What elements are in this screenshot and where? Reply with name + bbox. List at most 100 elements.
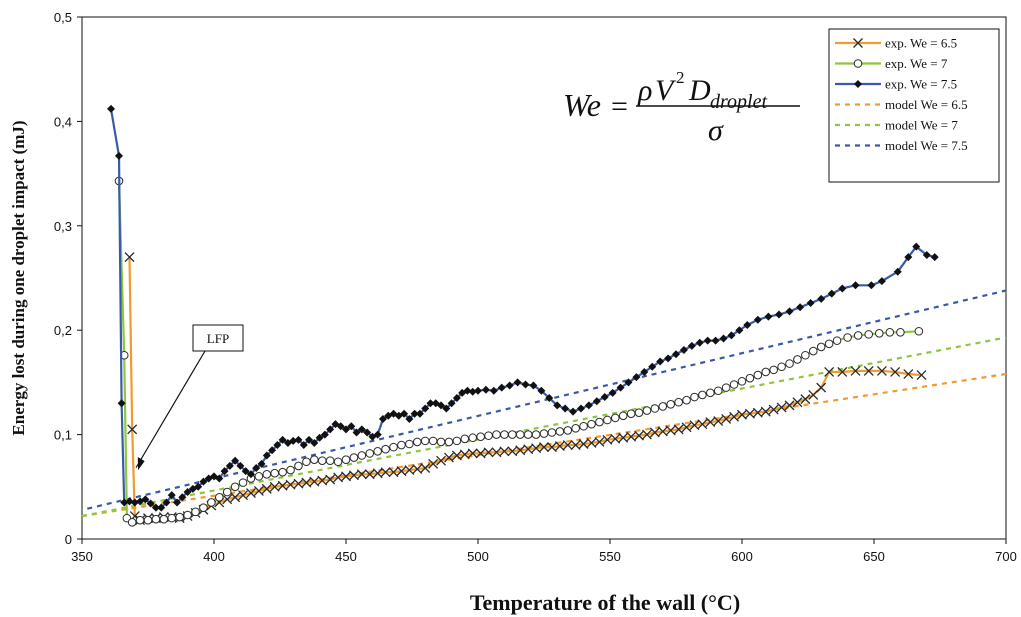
data-point bbox=[774, 310, 783, 319]
data-point bbox=[225, 461, 234, 470]
formula-rho: ρ bbox=[637, 74, 652, 107]
data-point bbox=[220, 467, 229, 476]
data-point bbox=[703, 336, 712, 345]
series-line-0 bbox=[128, 257, 922, 522]
data-point bbox=[278, 435, 287, 444]
data-point bbox=[529, 381, 538, 390]
data-point bbox=[595, 417, 604, 427]
data-point bbox=[246, 470, 255, 479]
data-point bbox=[241, 467, 250, 476]
data-point bbox=[412, 437, 422, 447]
data-point bbox=[178, 493, 187, 502]
lfp-arrow-head bbox=[137, 456, 145, 471]
data-point bbox=[592, 397, 601, 406]
data-point bbox=[341, 455, 351, 464]
data-point bbox=[467, 448, 478, 459]
data-point bbox=[378, 414, 387, 423]
data-point bbox=[576, 404, 585, 413]
data-point bbox=[893, 267, 902, 276]
data-point bbox=[420, 436, 430, 446]
data-point bbox=[876, 365, 887, 376]
data-point bbox=[325, 456, 335, 466]
data-point bbox=[930, 253, 939, 262]
data-point bbox=[294, 461, 303, 471]
data-point bbox=[682, 395, 691, 405]
data-point bbox=[626, 409, 636, 419]
data-point bbox=[634, 408, 644, 417]
data-point bbox=[616, 383, 625, 392]
data-point bbox=[640, 367, 649, 376]
data-point bbox=[885, 327, 895, 337]
data-point bbox=[737, 377, 747, 386]
data-point bbox=[713, 416, 724, 426]
data-point bbox=[777, 362, 786, 372]
data-point bbox=[768, 404, 779, 415]
data-point bbox=[808, 346, 818, 356]
x-tick-label: 350 bbox=[71, 549, 93, 564]
data-point bbox=[806, 299, 815, 308]
data-point bbox=[442, 404, 451, 413]
formula-lhs: We bbox=[563, 87, 601, 123]
data-point bbox=[896, 327, 905, 337]
data-point bbox=[838, 284, 847, 293]
data-point bbox=[317, 456, 327, 466]
data-point bbox=[832, 336, 842, 345]
data-point bbox=[357, 425, 366, 434]
legend: exp. We = 6.5 exp. We = 7 exp. We = 7.5 mod… bbox=[828, 28, 1000, 183]
data-point bbox=[843, 333, 852, 342]
data-point bbox=[753, 315, 762, 324]
data-point bbox=[600, 393, 609, 402]
weber-formula: We = ρ V 2 D droplet σ bbox=[563, 68, 800, 147]
data-point bbox=[167, 491, 176, 500]
data-point bbox=[230, 492, 241, 503]
data-point bbox=[261, 483, 272, 494]
data-point bbox=[735, 326, 744, 335]
legend-label-1: exp. We = 7 bbox=[885, 56, 948, 71]
data-point bbox=[579, 421, 588, 431]
data-point bbox=[252, 464, 261, 473]
data-point bbox=[666, 400, 676, 409]
data-point bbox=[508, 430, 517, 439]
data-point bbox=[444, 452, 454, 463]
formula-exponent: 2 bbox=[676, 68, 685, 87]
data-point bbox=[642, 429, 652, 440]
data-point bbox=[824, 339, 834, 349]
data-point bbox=[214, 492, 224, 502]
data-point bbox=[912, 242, 921, 251]
data-point bbox=[816, 342, 826, 352]
data-point bbox=[162, 498, 171, 507]
data-point bbox=[695, 338, 704, 347]
data-point bbox=[721, 413, 732, 424]
data-point bbox=[618, 411, 628, 421]
data-point bbox=[127, 517, 137, 527]
data-point bbox=[784, 400, 795, 411]
data-point bbox=[310, 438, 319, 447]
data-point bbox=[444, 437, 454, 447]
data-point bbox=[743, 320, 752, 329]
data-point bbox=[380, 467, 391, 478]
data-point bbox=[421, 404, 430, 413]
legend-label-4: model We = 7 bbox=[885, 118, 958, 133]
data-point bbox=[681, 422, 692, 433]
legend-label-0: exp. We = 6.5 bbox=[885, 36, 957, 51]
data-point bbox=[325, 474, 336, 485]
data-point bbox=[410, 409, 419, 418]
data-point bbox=[356, 469, 367, 480]
data-point bbox=[215, 474, 224, 483]
data-point bbox=[173, 498, 182, 507]
data-point bbox=[547, 428, 557, 437]
data-point bbox=[497, 383, 506, 392]
data-point bbox=[397, 440, 406, 450]
data-point bbox=[157, 503, 166, 512]
data-point bbox=[521, 380, 530, 389]
data-point bbox=[853, 331, 863, 340]
formula-v: V bbox=[655, 74, 677, 107]
data-point bbox=[468, 433, 478, 443]
data-point bbox=[624, 378, 633, 387]
data-point bbox=[793, 355, 802, 364]
x-tick-label: 650 bbox=[863, 549, 885, 564]
data-point bbox=[363, 428, 372, 437]
data-point bbox=[745, 373, 755, 383]
data-point bbox=[642, 406, 652, 415]
